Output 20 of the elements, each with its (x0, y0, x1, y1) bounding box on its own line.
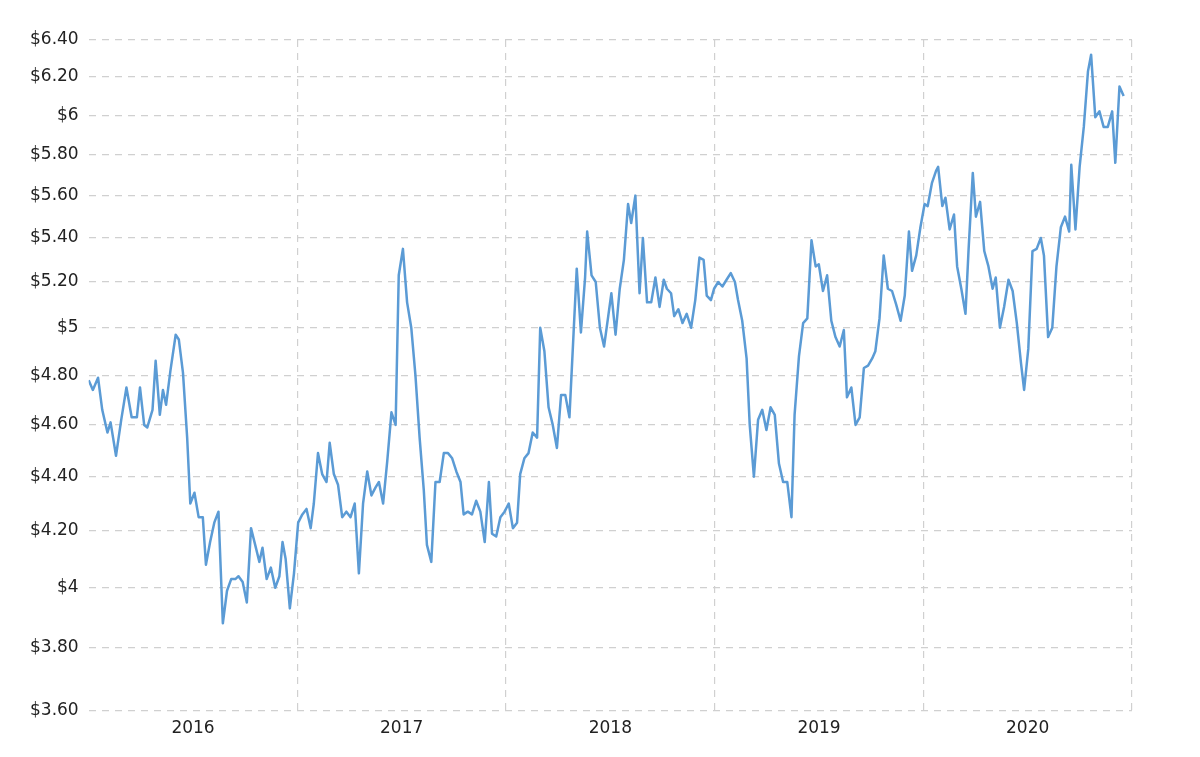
y-tick-label: $6.20 (30, 65, 79, 86)
x-tick-label: 2018 (588, 717, 632, 738)
y-tick-label: $6.40 (30, 28, 79, 49)
x-tick-label: 2020 (1006, 717, 1050, 738)
y-tick-label: $4.20 (30, 519, 79, 540)
y-tick-label: $5.60 (30, 184, 79, 205)
x-tick-label: 2016 (171, 717, 215, 738)
x-tick-label: 2017 (380, 717, 424, 738)
y-tick-label: $4.80 (30, 363, 79, 384)
y-tick-label: $3.60 (30, 699, 79, 720)
y-tick-label: $3.80 (30, 636, 79, 657)
y-tick-label: $4.40 (30, 465, 79, 486)
y-tick-label: $4 (57, 576, 79, 597)
y-tick-label: $5.80 (30, 143, 79, 164)
y-tick-label: $4.60 (30, 413, 79, 434)
y-tick-label: $6 (57, 103, 79, 124)
y-tick-label: $5.20 (30, 270, 79, 291)
y-tick-label: $5 (57, 316, 79, 337)
y-tick-label: $5.40 (30, 226, 79, 247)
x-tick-label: 2019 (797, 717, 841, 738)
